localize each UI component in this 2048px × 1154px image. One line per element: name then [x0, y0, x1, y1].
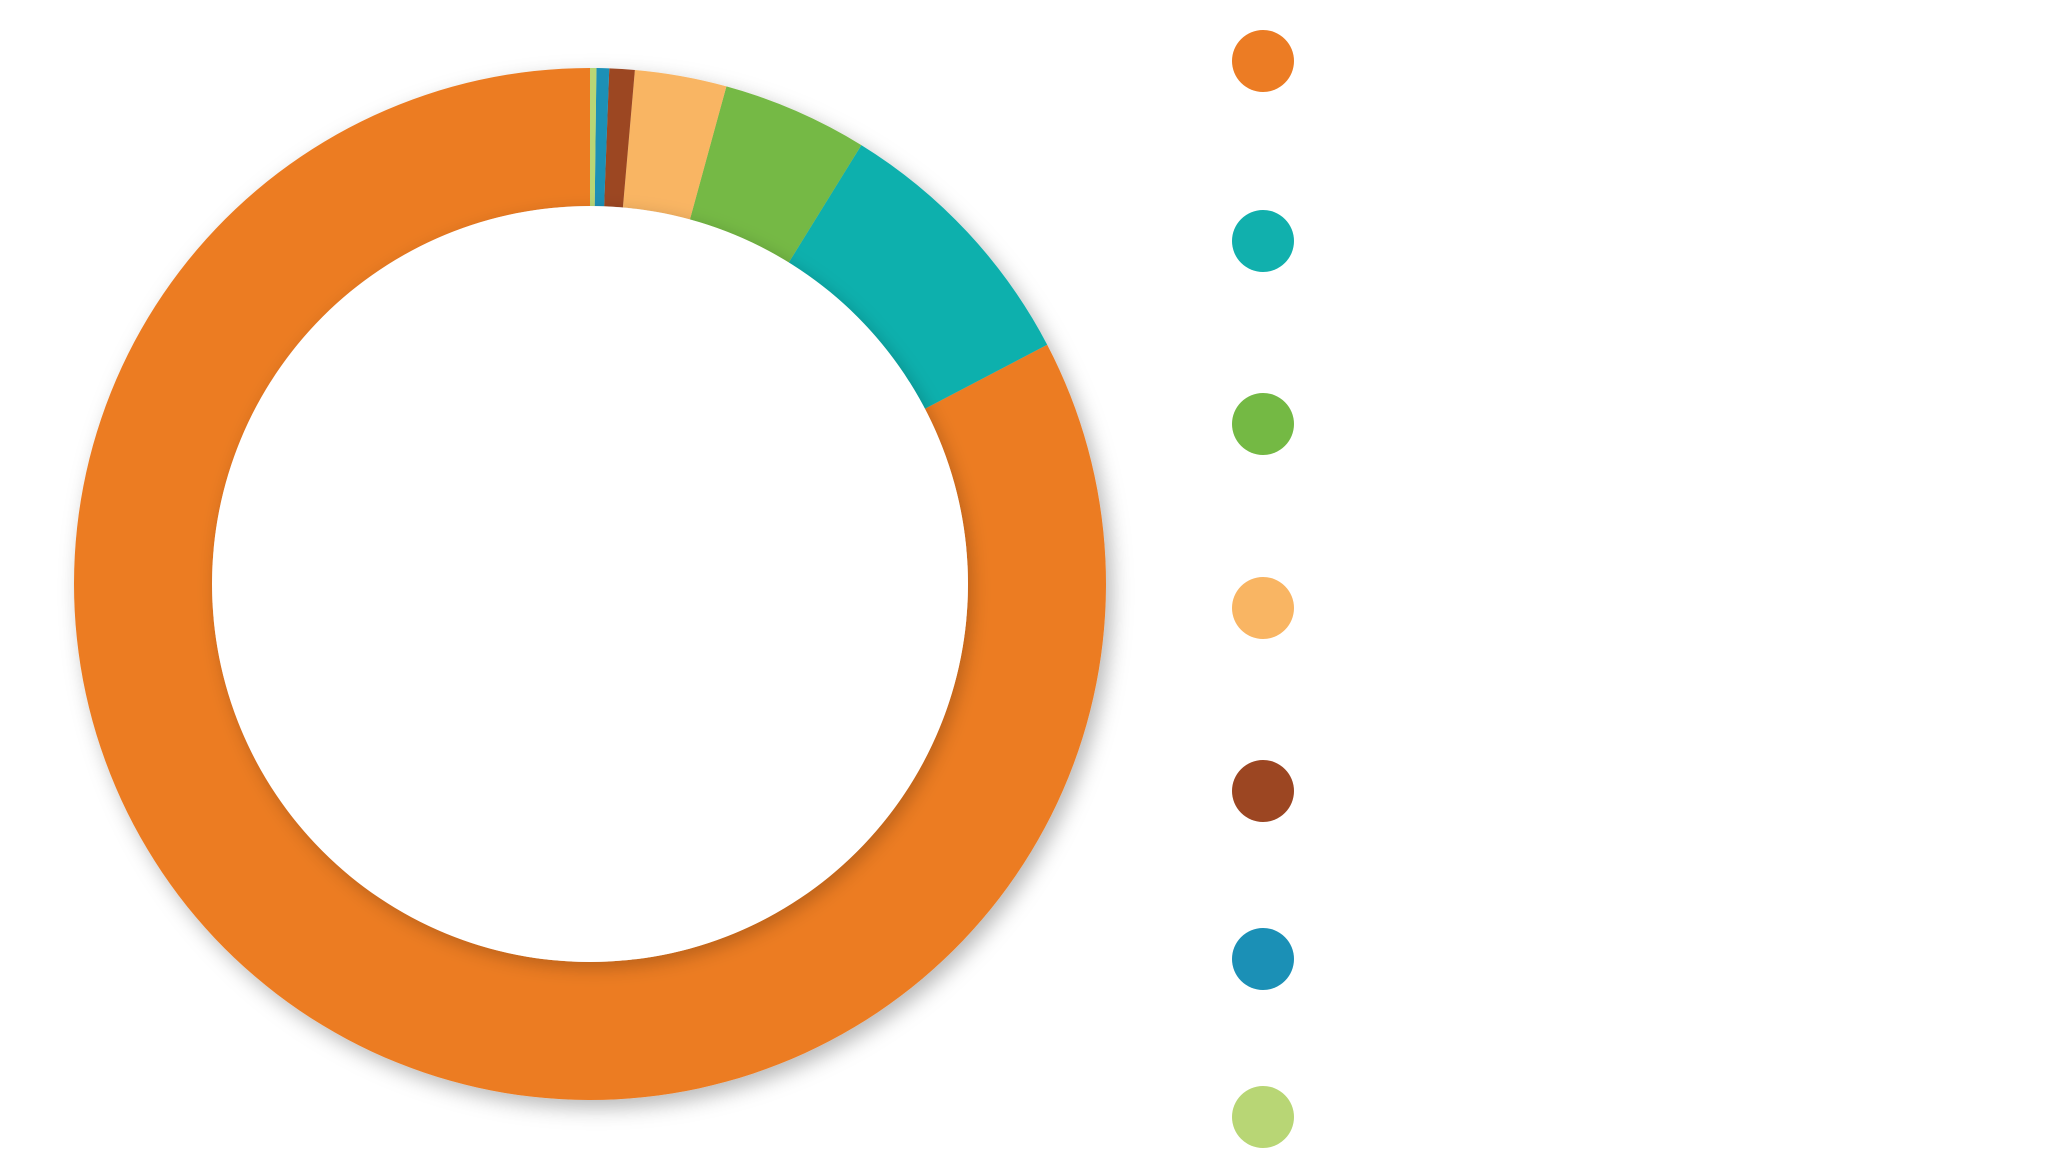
donut-hole: [212, 206, 968, 962]
legend-marker-5: [1232, 760, 1294, 822]
donut-slice-3: [689, 86, 862, 263]
donut-slice-6: [594, 68, 610, 207]
donut-slice-2: [788, 145, 1048, 409]
legend-marker-1: [1232, 30, 1294, 92]
legend-marker-4: [1232, 577, 1294, 639]
legend-marker-2: [1232, 210, 1294, 272]
donut-ring: [74, 68, 1107, 1100]
donut-chart: [74, 68, 1107, 1100]
donut-slice-5: [604, 68, 635, 208]
donut-slice-7: [590, 68, 597, 207]
donut-slice-4: [622, 69, 727, 220]
legend-marker-7: [1232, 1086, 1294, 1148]
legend-marker-6: [1232, 928, 1294, 990]
legend-marker-3: [1232, 393, 1294, 455]
